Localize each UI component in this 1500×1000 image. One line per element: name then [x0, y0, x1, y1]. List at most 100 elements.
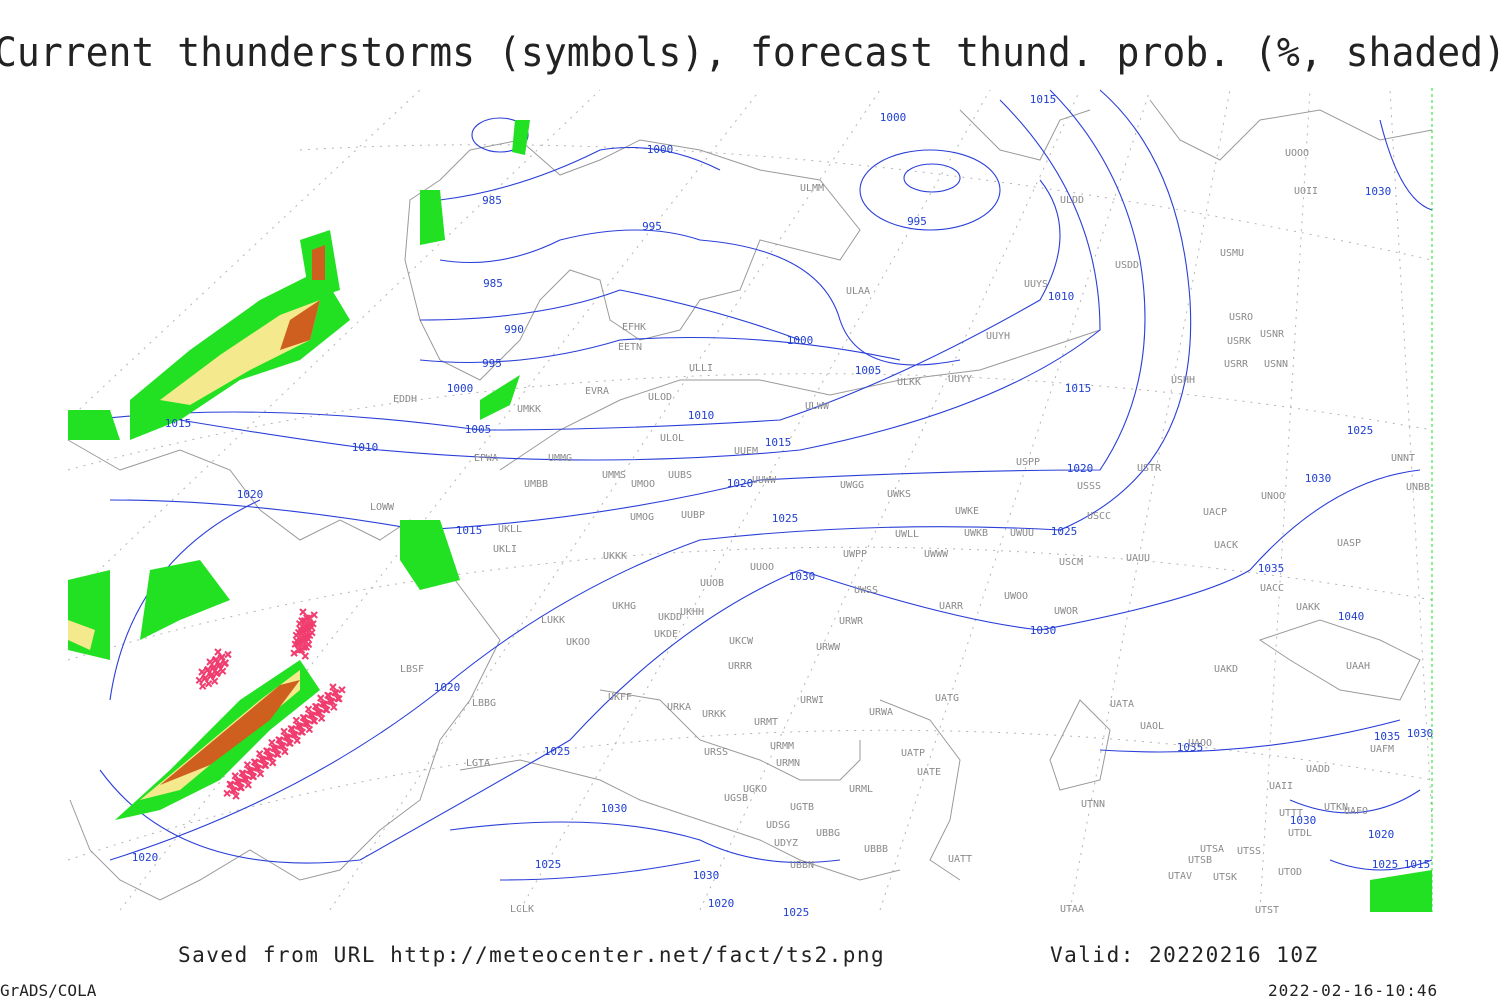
station-code: LCLK [510, 904, 534, 915]
graticule [67, 89, 1433, 911]
storm-symbol [229, 786, 237, 794]
station-code: UNOO [1261, 491, 1285, 502]
isobar-label: 1015 [1065, 382, 1092, 395]
station-code: URML [849, 784, 873, 795]
station-code: USRK [1227, 336, 1251, 347]
station-code: UBBB [864, 844, 888, 855]
storm-symbol [236, 783, 244, 792]
storm-symbol [245, 766, 254, 775]
station-code: UUBP [681, 510, 705, 521]
storm-symbol [313, 708, 322, 716]
isobar-label: 1030 [789, 570, 816, 583]
storm-symbol [268, 759, 277, 767]
isobar-label: 1020 [434, 681, 461, 694]
station-code: LOWW [370, 502, 395, 513]
station-code: UWKS [887, 489, 911, 500]
station-code: UTSA [1200, 844, 1224, 855]
storm-symbol [244, 781, 252, 789]
station-code: LGTA [466, 758, 490, 769]
isobar-label: 1000 [447, 382, 474, 395]
storm-symbol [257, 755, 266, 763]
isobar-label: 1015 [1030, 93, 1057, 106]
station-code: USSS [1077, 481, 1101, 492]
storm-symbol [306, 711, 315, 719]
station-code: UNBB [1406, 482, 1430, 493]
station-code: UUBS [668, 470, 692, 481]
station-code: ULWW [805, 401, 830, 412]
storm-symbol [331, 688, 339, 697]
isobar-label: 995 [642, 220, 662, 233]
storm-symbol [198, 682, 207, 690]
storm-symbol [303, 634, 312, 642]
station-code: UTNN [1081, 799, 1105, 810]
software-credit: GrADS/COLA [0, 981, 97, 1000]
isobar-label: 1020 [237, 488, 264, 501]
station-code: USRR [1224, 359, 1249, 370]
isobar-label: 1025 [783, 906, 810, 919]
storm-symbol [309, 716, 318, 725]
station-code: UAKD [1214, 664, 1238, 675]
isobar-label: 1010 [1048, 290, 1075, 303]
station-code: UKLL [498, 524, 522, 535]
storm-symbol [297, 646, 306, 654]
station-code: UWUU [1010, 528, 1034, 539]
isobar-label: 1020 [1067, 462, 1094, 475]
station-code: UACC [1260, 583, 1284, 594]
station-code: UKHG [612, 601, 636, 612]
station-code: ULKK [897, 377, 921, 388]
storm-symbol [277, 741, 285, 750]
station-code: UDYZ [774, 838, 798, 849]
storm-symbol [338, 686, 346, 694]
storm-symbol [302, 643, 311, 651]
isobar-label: 1015 [1404, 858, 1431, 871]
storm-symbol [216, 660, 224, 669]
station-code: UMKK [517, 404, 541, 415]
storm-symbol [301, 719, 309, 727]
thunderstorm-symbols [195, 608, 346, 800]
station-code: EPWA [474, 453, 498, 464]
storm-symbol [238, 769, 246, 777]
station-code: UACP [1203, 507, 1227, 518]
station-code: UMBB [524, 479, 548, 490]
station-code: UWGG [840, 480, 864, 491]
station-code: UTSB [1188, 855, 1212, 866]
station-code: UTAV [1168, 871, 1192, 882]
station-code: URWI [800, 695, 824, 706]
station-code: UAOL [1140, 721, 1164, 732]
storm-symbol [334, 694, 342, 703]
isobar-label: 1030 [1030, 624, 1057, 637]
isobar-label: 1035 [1177, 741, 1204, 754]
station-code: UUYY [948, 374, 972, 385]
station-code: UGKO [743, 784, 767, 795]
storm-symbol [232, 792, 240, 800]
station-code: USDD [1115, 260, 1139, 271]
isobar-label: 990 [504, 323, 524, 336]
map-title: Current thunderstorms (symbols), forecas… [0, 30, 1500, 76]
isobar-label: 1020 [132, 851, 159, 864]
station-code: UKLI [493, 544, 517, 555]
station-code: URMM [770, 741, 794, 752]
station-code: USCC [1087, 511, 1111, 522]
isobar-label: 1015 [456, 524, 483, 537]
storm-symbol [268, 738, 276, 747]
isobar-label: 995 [907, 215, 927, 228]
station-code: UTAA [1060, 904, 1084, 915]
storm-symbol [282, 733, 290, 741]
storm-symbol [287, 724, 295, 733]
station-code: URWA [869, 707, 893, 718]
storm-symbol [329, 683, 337, 691]
storm-symbol [321, 705, 330, 714]
isobar-label: 1010 [352, 441, 379, 454]
valid-time: Valid: 20220216 10Z [1050, 943, 1319, 967]
station-code: UAII [1269, 781, 1293, 792]
station-code: UUWW [752, 475, 777, 486]
isobar-label: 1005 [465, 423, 492, 436]
isobar-label: 1030 [1365, 185, 1392, 198]
station-code: UUYS [1024, 279, 1048, 290]
storm-symbol [299, 713, 308, 722]
isobar-label: 1000 [647, 143, 674, 156]
isobar-label: 985 [482, 194, 502, 207]
isobar-label: 1020 [1368, 828, 1395, 841]
storm-symbol [294, 640, 302, 648]
isobar-label: 995 [482, 357, 502, 370]
